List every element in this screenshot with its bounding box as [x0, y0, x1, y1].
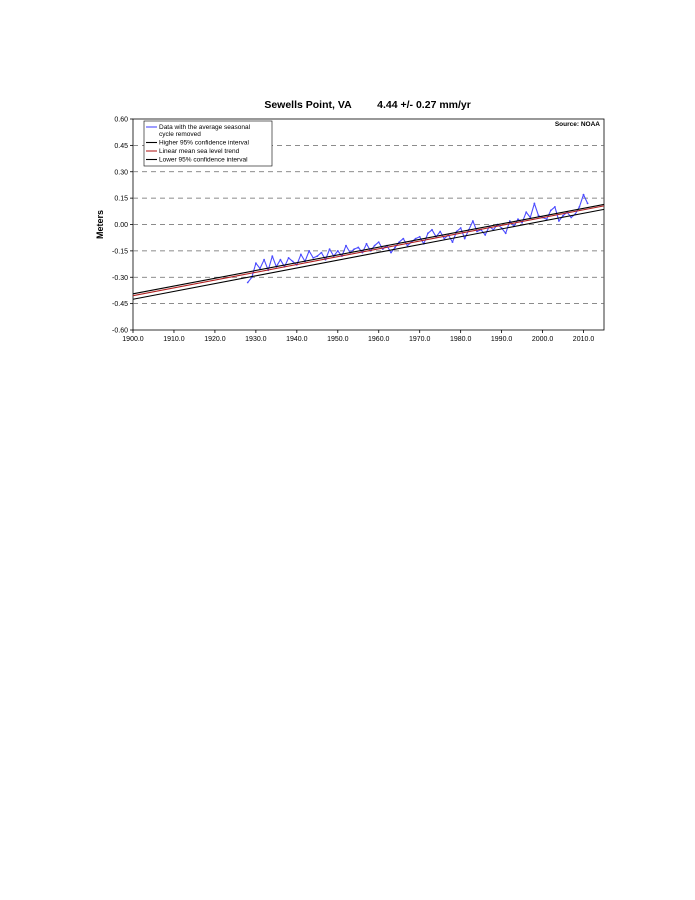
data-point — [365, 242, 368, 245]
x-tick-label: 1940.0 — [286, 336, 308, 343]
data-point — [521, 221, 523, 224]
data-point — [508, 220, 511, 222]
x-tick-label: 1920.0 — [204, 336, 226, 343]
y-tick-label: -0.45 — [112, 301, 128, 308]
data-point — [300, 253, 302, 256]
data-point — [373, 244, 376, 247]
source-label: Source: NOAA — [555, 121, 600, 128]
data-point — [418, 235, 421, 238]
data-point — [255, 262, 257, 265]
data-point — [586, 202, 589, 205]
x-tick-label: 1900.0 — [122, 336, 144, 343]
data-point — [279, 258, 282, 261]
data-point — [459, 227, 462, 229]
data-point — [291, 260, 294, 263]
data-point — [463, 237, 466, 240]
legend-label: Higher 95% confidence interval — [159, 140, 250, 147]
x-tick-label: 1910.0 — [163, 336, 185, 343]
data-series-line — [247, 194, 589, 283]
legend-label: Data with the average seasonal — [159, 124, 251, 131]
data-point — [504, 232, 507, 235]
data-point — [406, 244, 409, 247]
data-layer — [132, 193, 605, 300]
data-point — [431, 228, 433, 231]
y-tick-label: 0.60 — [114, 117, 128, 124]
data-point — [336, 250, 339, 252]
y-tick-label: -0.15 — [112, 248, 128, 255]
data-point — [320, 251, 323, 254]
data-point — [414, 237, 417, 240]
x-tick-label: 1980.0 — [450, 336, 472, 343]
data-point — [263, 258, 265, 261]
chart-subtitle: 4.44 +/- 0.27 mm/yr — [377, 99, 471, 111]
x-tick-label: 1960.0 — [368, 336, 390, 343]
data-point — [439, 230, 442, 233]
legend-label: cycle removed — [159, 131, 201, 138]
legend-label: Lower 95% confidence interval — [159, 157, 248, 164]
legend-label: Linear mean sea level trend — [159, 148, 240, 155]
x-tick-label: 2000.0 — [532, 336, 554, 343]
y-tick-label: 0.00 — [114, 222, 128, 229]
data-point — [316, 255, 319, 257]
data-point — [525, 211, 528, 214]
data-point — [390, 251, 392, 254]
y-axis: 0.60 0.45 0.30 0.15 0.00 -0.15 -0.30 -0.45 -0.60 — [112, 117, 133, 335]
data-point — [271, 255, 274, 257]
x-tick-label: 1970.0 — [409, 336, 431, 343]
data-point — [554, 206, 556, 208]
upper-confidence-line — [132, 203, 605, 295]
data-point — [398, 241, 401, 244]
chart-title: Sewells Point, VA — [264, 99, 352, 111]
data-point — [394, 246, 396, 249]
y-axis-label: Meters — [95, 210, 105, 239]
x-tick-label: 1990.0 — [491, 336, 513, 343]
data-point — [570, 216, 573, 219]
data-point — [353, 248, 356, 251]
data-point — [345, 244, 347, 247]
y-tick-label: -0.30 — [112, 275, 128, 282]
y-tick-label: 0.45 — [114, 143, 128, 150]
data-point — [312, 257, 315, 259]
data-point — [287, 257, 290, 259]
y-tick-label: 0.15 — [114, 196, 128, 203]
data-point — [443, 237, 446, 240]
data-point — [476, 230, 478, 233]
data-point — [533, 202, 536, 205]
data-point — [246, 281, 249, 284]
data-point — [537, 214, 540, 217]
data-point — [549, 209, 552, 212]
data-point — [517, 218, 519, 221]
data-point — [402, 237, 405, 240]
legend-box — [143, 120, 273, 167]
data-point — [377, 241, 380, 244]
y-tick-label: 0.30 — [114, 169, 128, 176]
data-point — [545, 218, 548, 221]
y-tick-label: -0.60 — [112, 328, 128, 335]
data-point — [259, 267, 261, 270]
data-point — [578, 206, 581, 208]
data-point — [558, 220, 560, 222]
data-point — [308, 250, 310, 252]
data-point — [484, 234, 487, 236]
data-point — [427, 232, 429, 235]
data-point — [451, 241, 454, 244]
data-point — [357, 246, 360, 249]
x-axis: 1900.0 1910.0 1920.0 1930.0 1940.0 1950.0 1960… — [122, 330, 594, 343]
x-tick-label: 1950.0 — [327, 336, 349, 343]
trend-line — [132, 205, 605, 297]
data-point — [562, 214, 564, 217]
x-tick-label: 1930.0 — [245, 336, 267, 343]
data-point — [582, 193, 585, 196]
data-point — [472, 220, 474, 222]
data-point — [328, 248, 331, 251]
x-tick-label: 2010.0 — [573, 336, 595, 343]
lower-confidence-line — [132, 208, 605, 300]
